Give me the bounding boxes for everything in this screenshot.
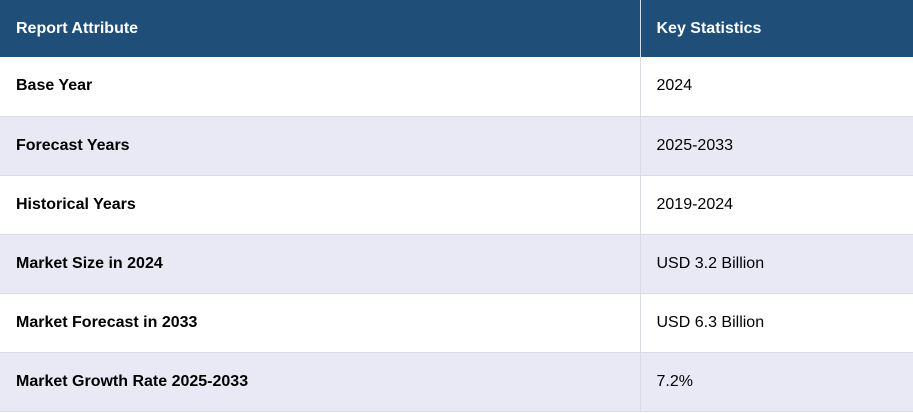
attribute-cell: Base Year [0, 57, 641, 117]
table-row: Market Size in 2024 USD 3.2 Billion [0, 234, 913, 294]
table-row: Base Year 2024 [0, 57, 913, 117]
attribute-cell: Market Size in 2024 [0, 234, 641, 294]
table-row: Forecast Years 2025-2033 [0, 116, 913, 176]
value-cell: 2019-2024 [640, 175, 913, 235]
attribute-cell: Historical Years [0, 175, 641, 235]
table-row: Market Growth Rate 2025-2033 7.2% [0, 352, 913, 412]
table-row: Historical Years 2019-2024 [0, 175, 913, 235]
attribute-cell: Market Forecast in 2033 [0, 293, 641, 353]
attribute-cell: Market Growth Rate 2025-2033 [0, 352, 641, 412]
value-cell: 2025-2033 [640, 116, 913, 176]
attribute-cell: Forecast Years [0, 116, 641, 176]
table-body: Base Year 2024 Forecast Years 2025-2033 … [0, 57, 913, 412]
header-row: Report Attribute Key Statistics [0, 0, 913, 57]
table-header: Report Attribute Key Statistics [0, 0, 913, 57]
header-key-statistics: Key Statistics [640, 0, 913, 57]
value-cell: USD 6.3 Billion [640, 293, 913, 353]
value-cell: 2024 [640, 57, 913, 117]
value-cell: 7.2% [640, 352, 913, 412]
table-row: Market Forecast in 2033 USD 6.3 Billion [0, 293, 913, 353]
header-report-attribute: Report Attribute [0, 0, 641, 57]
value-cell: USD 3.2 Billion [640, 234, 913, 294]
